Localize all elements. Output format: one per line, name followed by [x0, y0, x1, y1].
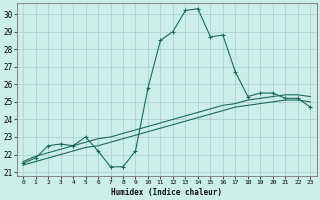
X-axis label: Humidex (Indice chaleur): Humidex (Indice chaleur)	[111, 188, 222, 197]
